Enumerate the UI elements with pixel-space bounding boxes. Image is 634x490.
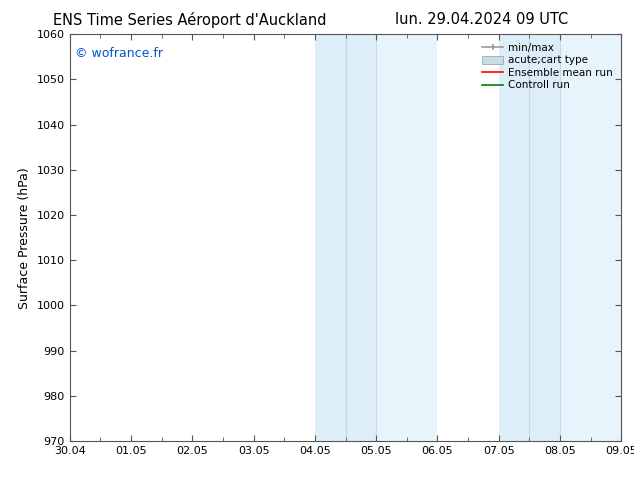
Bar — [499, 34, 560, 441]
Text: lun. 29.04.2024 09 UTC: lun. 29.04.2024 09 UTC — [395, 12, 569, 27]
Bar — [560, 34, 621, 441]
Y-axis label: Surface Pressure (hPa): Surface Pressure (hPa) — [18, 167, 31, 309]
Text: © wofrance.fr: © wofrance.fr — [75, 47, 164, 59]
Bar — [376, 34, 437, 441]
Legend: min/max, acute;cart type, Ensemble mean run, Controll run: min/max, acute;cart type, Ensemble mean … — [479, 40, 616, 94]
Bar — [315, 34, 376, 441]
Text: ENS Time Series Aéroport d'Auckland: ENS Time Series Aéroport d'Auckland — [53, 12, 327, 28]
